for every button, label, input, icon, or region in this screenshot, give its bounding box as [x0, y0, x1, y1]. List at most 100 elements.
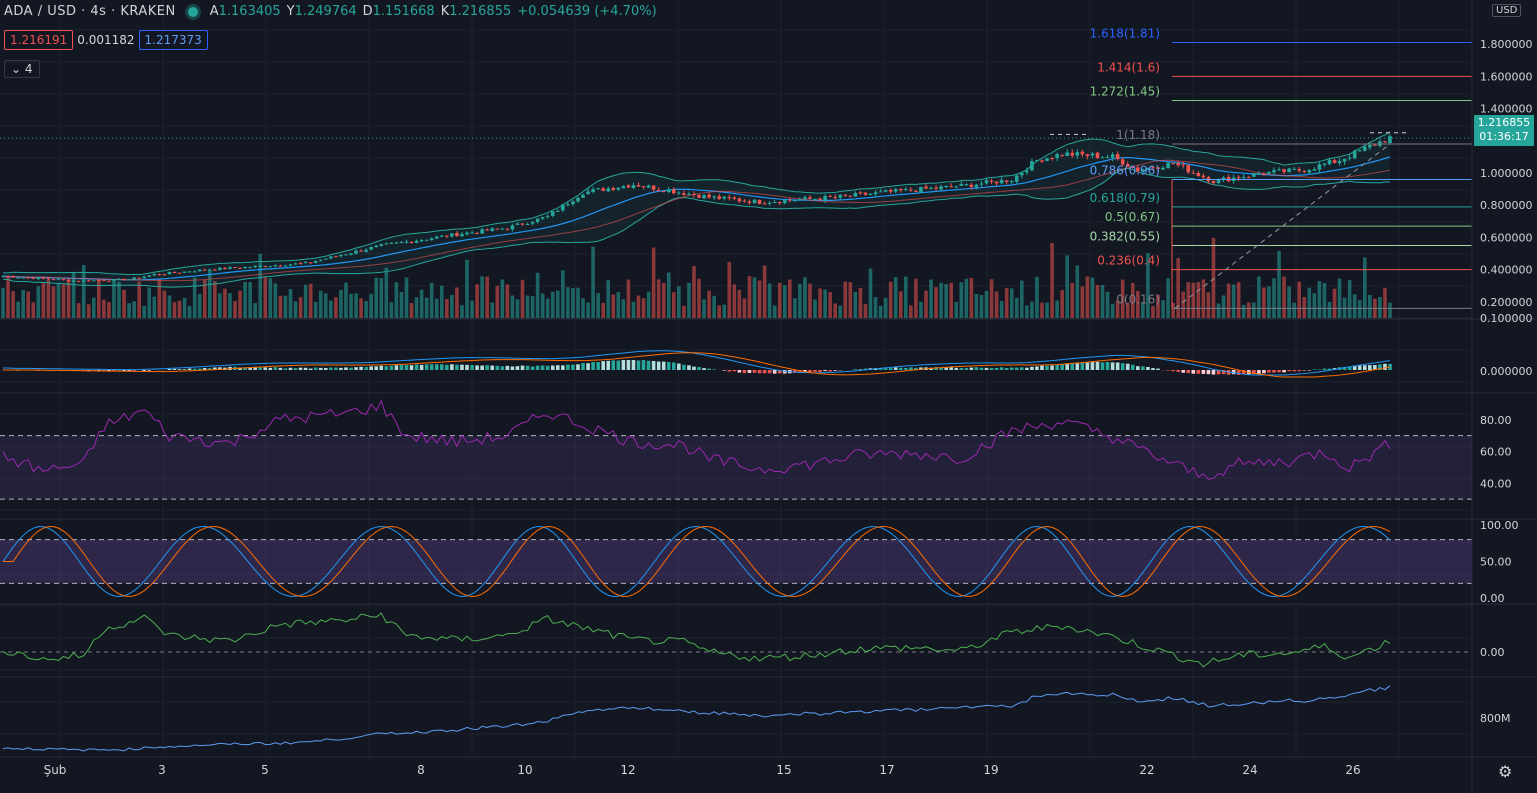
macd-histogram-bar	[909, 367, 913, 370]
volume-bar	[1075, 265, 1080, 318]
volume-bar	[1282, 276, 1286, 318]
volume-bar	[1312, 293, 1317, 318]
macd-histogram-bar	[1241, 370, 1246, 375]
macd-histogram-bar	[1125, 363, 1130, 370]
macd-histogram-bar	[944, 367, 948, 370]
volume-bar	[1020, 280, 1024, 318]
candle-body	[893, 189, 898, 192]
volume-bar	[581, 298, 585, 318]
volume-bar	[828, 292, 832, 318]
volume-bar	[727, 261, 732, 318]
volume-bar	[641, 298, 646, 318]
candle-body	[692, 193, 696, 196]
price-tick-label: 1.600000	[1480, 70, 1533, 83]
volume-bar	[954, 301, 959, 318]
macd-histogram-bar	[1166, 370, 1170, 371]
volume-bar	[1176, 258, 1180, 318]
candle-body	[777, 202, 782, 204]
macd-histogram-bar	[1080, 362, 1085, 370]
gear-icon[interactable]: ⚙	[1498, 762, 1513, 781]
macd-histogram-bar	[535, 365, 540, 370]
candle-body	[1125, 164, 1130, 167]
volume-bar	[793, 298, 797, 318]
macd-histogram-bar	[969, 367, 974, 370]
macd-histogram-bar	[677, 363, 681, 370]
candle-body	[379, 244, 384, 246]
symbol-name[interactable]: ADA / USD · 4s · KRAKEN	[4, 4, 176, 19]
candle-body	[964, 184, 969, 186]
low-value: 1.151668	[372, 4, 435, 19]
macd-histogram-bar	[1035, 366, 1039, 370]
volume-bar	[1060, 290, 1064, 318]
volume-bar	[1009, 288, 1014, 318]
volume-bar	[223, 288, 227, 318]
macd-histogram-bar	[1090, 362, 1095, 370]
volume-bar	[535, 272, 540, 318]
time-tick-label: 10	[517, 763, 532, 777]
macd-histogram-bar	[207, 368, 212, 370]
time-axis[interactable]: Şub 3 5 8 10 12 15 17 19 22 24 26	[44, 763, 1361, 777]
volume-bar	[969, 277, 974, 318]
volume-bar	[207, 270, 212, 318]
volume-bar	[788, 279, 792, 318]
macd-histogram-bar	[218, 367, 222, 370]
volume-bar	[853, 292, 858, 318]
candle-body	[994, 181, 999, 184]
volume-bar	[636, 295, 641, 318]
macd-histogram-bar	[666, 361, 671, 370]
volume-bar	[979, 295, 984, 318]
volume-bar	[278, 295, 283, 318]
volume-bar	[283, 295, 288, 318]
volume-bar	[16, 301, 20, 318]
candle-body	[465, 232, 469, 235]
sell-price-button[interactable]: 1.216191	[4, 30, 74, 50]
candle-body	[1347, 157, 1352, 159]
price-candles[interactable]	[0, 134, 1472, 283]
volume-bar	[661, 282, 666, 318]
candle-body	[117, 278, 121, 280]
candle-body	[762, 203, 767, 205]
indicators-count: 4	[24, 62, 33, 76]
indicators-toggle-button[interactable]: ⌄ 4	[4, 60, 40, 78]
buy-price-button[interactable]: 1.217373	[138, 30, 208, 50]
volume-bar	[949, 282, 954, 318]
volume-bar	[606, 279, 611, 318]
currency-label[interactable]: USD	[1492, 4, 1522, 17]
macd-histogram-bar	[742, 370, 747, 374]
price-axis[interactable]: 1.800000 1.600000 1.400000 1.000000 0.800000…	[1480, 38, 1533, 725]
candle-body	[1332, 160, 1337, 163]
fib-trend-line	[1174, 143, 1391, 309]
volume-bar	[167, 295, 172, 318]
candle-body	[1307, 170, 1312, 173]
macd-histogram-bar	[979, 367, 984, 370]
macd-histogram-bar	[303, 367, 308, 370]
candle-body	[848, 195, 853, 197]
macd-histogram-bar	[863, 368, 868, 370]
market-status-icon	[187, 6, 198, 17]
price-tick-label: 0.800000	[1480, 199, 1533, 212]
candle-body	[1020, 172, 1024, 176]
volume-bar	[1246, 302, 1251, 318]
candle-body	[81, 280, 86, 282]
candle-body	[601, 188, 605, 191]
fibonacci-extension[interactable]: 1.618(1.81) 1.414(1.6) 1.272(1.45) 1(1.18) 0…	[1050, 27, 1472, 309]
volume-bar	[999, 300, 1004, 318]
candle-body	[873, 192, 878, 195]
macd-histogram-bar	[767, 370, 772, 374]
time-tick-label: 8	[417, 763, 425, 777]
candle-body	[1373, 144, 1377, 146]
candle-body	[1045, 158, 1049, 162]
rsi-band	[0, 435, 1472, 500]
candle-body	[969, 184, 974, 187]
candle-body	[112, 278, 116, 281]
macd-histogram-bar	[414, 364, 419, 370]
candle-body	[142, 276, 147, 279]
macd-histogram-bar	[510, 366, 515, 370]
candle-body	[944, 185, 948, 188]
candle-body	[369, 247, 373, 250]
macd-histogram-bar	[268, 367, 273, 370]
volume-bar	[31, 302, 36, 318]
volume-bar	[848, 281, 853, 318]
volume-bar	[803, 277, 807, 318]
